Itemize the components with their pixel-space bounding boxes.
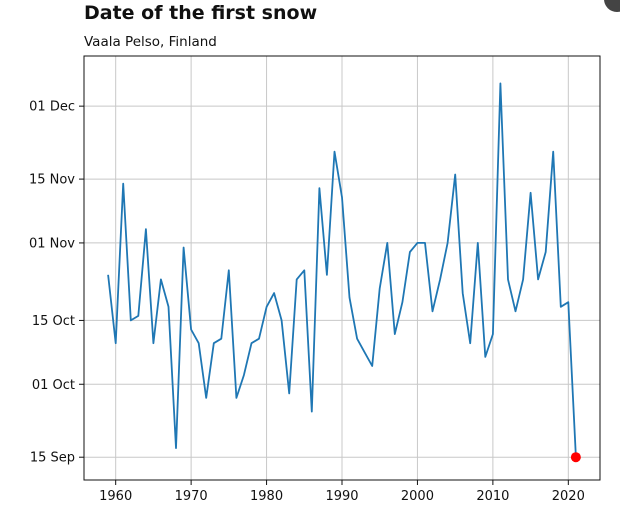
first-snow-series-line (107, 82, 577, 458)
x-tick-label: 1960 (99, 489, 132, 504)
x-tick-label: 1990 (325, 489, 358, 504)
chart-subtitle: Vaala Pelso, Finland (84, 34, 217, 50)
y-tick-label: 01 Nov (29, 236, 75, 251)
y-tick-label: 15 Sep (30, 451, 75, 466)
y-tick-label: 01 Oct (32, 378, 75, 393)
x-tick-label: 1980 (250, 489, 283, 504)
x-tick-label: 2020 (552, 489, 585, 504)
corner-decoration (604, 0, 620, 12)
y-tick-label: 01 Dec (29, 100, 75, 115)
y-tick-label: 15 Oct (32, 314, 75, 329)
y-tick-label: 15 Nov (29, 173, 75, 188)
x-tick-label: 2000 (401, 489, 434, 504)
series-layer (107, 82, 581, 463)
axes-layer: 1960 1970 1980 1990 2000 2010 2020 15 Sep 01 Oct… (29, 100, 585, 504)
grid-lines (84, 56, 600, 480)
x-tick-label: 1970 (175, 489, 208, 504)
chart-title: Date of the first snow (84, 2, 318, 24)
highlight-point (570, 452, 581, 463)
x-tick-label: 2010 (476, 489, 509, 504)
